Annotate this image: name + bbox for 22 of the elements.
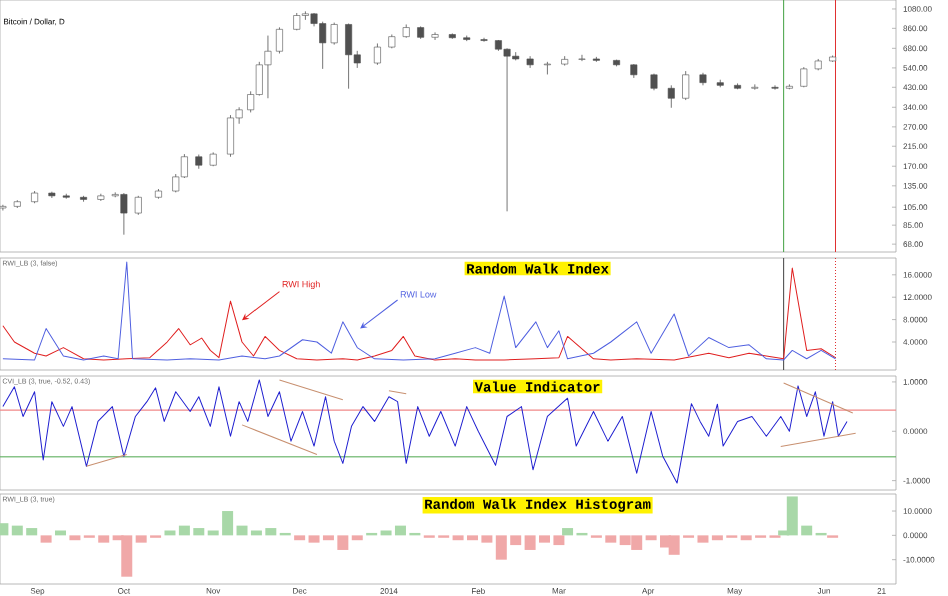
candlestick (345, 23, 353, 90)
candlestick (134, 195, 142, 216)
bar (69, 535, 81, 541)
bar (121, 535, 133, 577)
candlestick (543, 61, 551, 75)
bar (0, 523, 9, 536)
candlestick (373, 43, 381, 66)
line-series (2, 379, 848, 484)
bar (164, 530, 176, 536)
bar (294, 535, 306, 541)
candlestick (275, 26, 283, 54)
candlestick (667, 84, 675, 109)
bar (40, 535, 52, 543)
candlestick (431, 31, 439, 41)
candlestick (480, 37, 488, 43)
bar (351, 535, 363, 541)
candlestick (771, 84, 779, 91)
bar (55, 530, 67, 536)
candlestick (682, 70, 690, 101)
candlestick (526, 55, 534, 69)
candlestick (751, 83, 759, 91)
candlestick (578, 54, 586, 62)
